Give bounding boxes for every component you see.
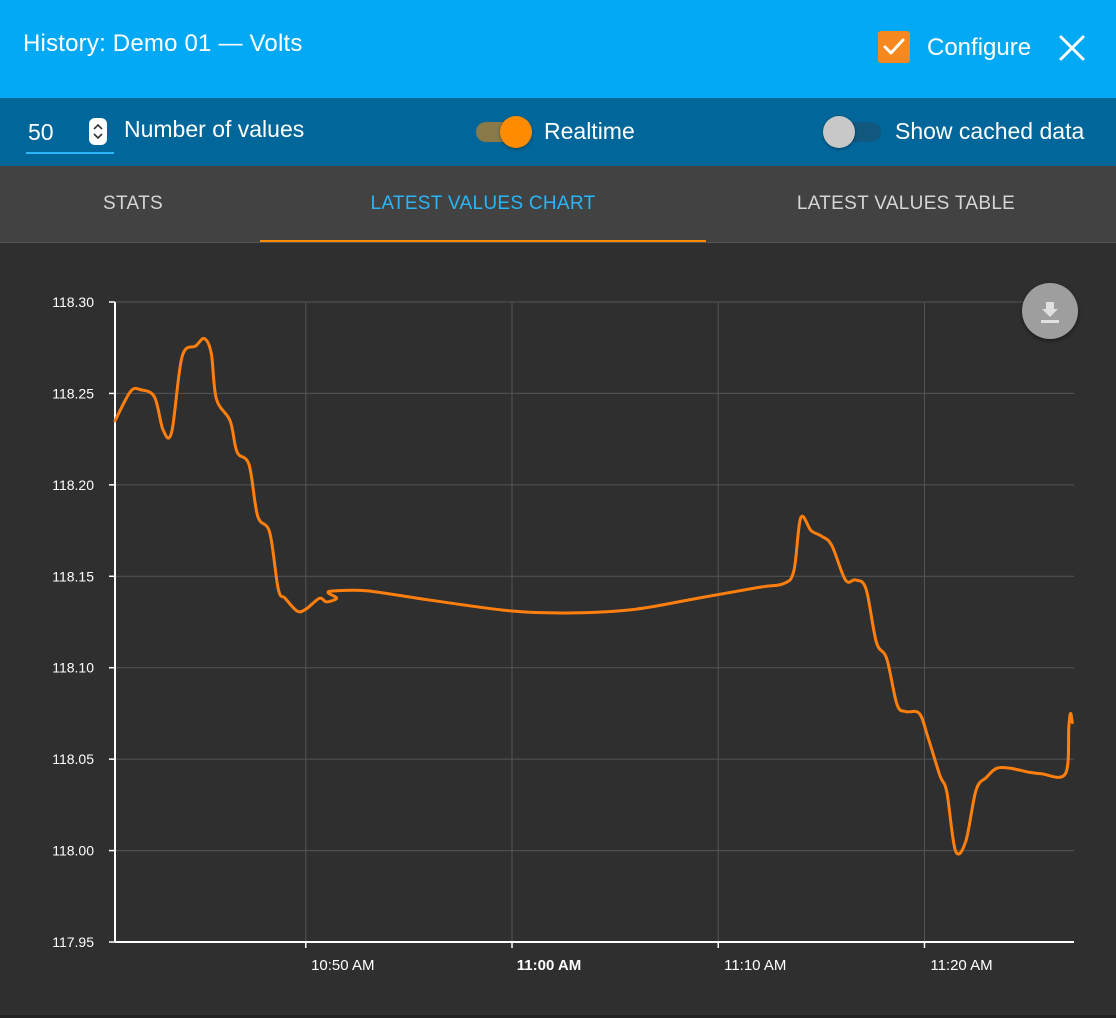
controls-bar bbox=[0, 98, 1116, 166]
tab-latest-values-chart[interactable]: LATEST VALUES CHART bbox=[370, 193, 596, 214]
dialog-title: History: Demo 01 — Volts bbox=[23, 30, 303, 57]
chart-series bbox=[113, 336, 1074, 856]
realtime-toggle-knob[interactable] bbox=[500, 116, 532, 148]
y-tick-label: 118.00 bbox=[52, 843, 94, 859]
chart-grid bbox=[115, 301, 1074, 942]
number-of-values-input[interactable] bbox=[28, 118, 84, 146]
bottom-border bbox=[0, 1015, 1116, 1018]
y-tick-label: 118.15 bbox=[52, 568, 94, 584]
y-tick-label: 117.95 bbox=[52, 934, 94, 950]
y-tick-label: 118.30 bbox=[52, 294, 94, 310]
y-axis-ticks: 118.30 118.25 118.20 118.15 118.10 118.05 118.… bbox=[52, 294, 115, 950]
tab-latest-values-table[interactable]: LATEST VALUES TABLE bbox=[796, 193, 1016, 214]
number-of-values-label: Number of values bbox=[124, 116, 305, 142]
number-stepper[interactable] bbox=[89, 118, 107, 145]
y-tick-label: 118.20 bbox=[52, 477, 94, 493]
spinner-arrows-icon bbox=[93, 123, 103, 140]
tabs-divider bbox=[0, 242, 1116, 243]
y-tick-label: 118.10 bbox=[52, 660, 94, 676]
show-cached-label: Show cached data bbox=[895, 118, 1085, 144]
x-tick-label: 10:50 AM bbox=[311, 957, 374, 974]
close-icon[interactable] bbox=[1058, 34, 1086, 62]
tab-bar bbox=[0, 166, 1116, 242]
realtime-label: Realtime bbox=[544, 118, 635, 144]
checkbox-checked-icon bbox=[883, 38, 905, 55]
x-tick-label: 11:10 AM bbox=[724, 957, 786, 974]
configure-label[interactable]: Configure bbox=[927, 34, 1032, 61]
configure-checkbox[interactable] bbox=[878, 31, 910, 63]
input-underline bbox=[26, 152, 114, 154]
active-tab-indicator bbox=[260, 240, 706, 242]
download-button[interactable] bbox=[1022, 283, 1078, 339]
x-tick-label: 11:20 AM bbox=[930, 957, 992, 974]
x-tick-label: 11:00 AM bbox=[517, 957, 581, 974]
series-line bbox=[113, 336, 1074, 856]
download-icon bbox=[1041, 302, 1059, 323]
tab-stats[interactable]: STATS bbox=[103, 193, 163, 214]
show-cached-toggle-knob[interactable] bbox=[823, 116, 855, 148]
title-bar bbox=[0, 0, 1116, 98]
y-tick-label: 118.05 bbox=[52, 751, 94, 767]
y-tick-label: 118.25 bbox=[52, 385, 94, 401]
x-axis-ticks: 10:50 AM 11:00 AM 11:10 AM 11:20 AM bbox=[305, 942, 993, 974]
chart-axes bbox=[114, 302, 1074, 943]
